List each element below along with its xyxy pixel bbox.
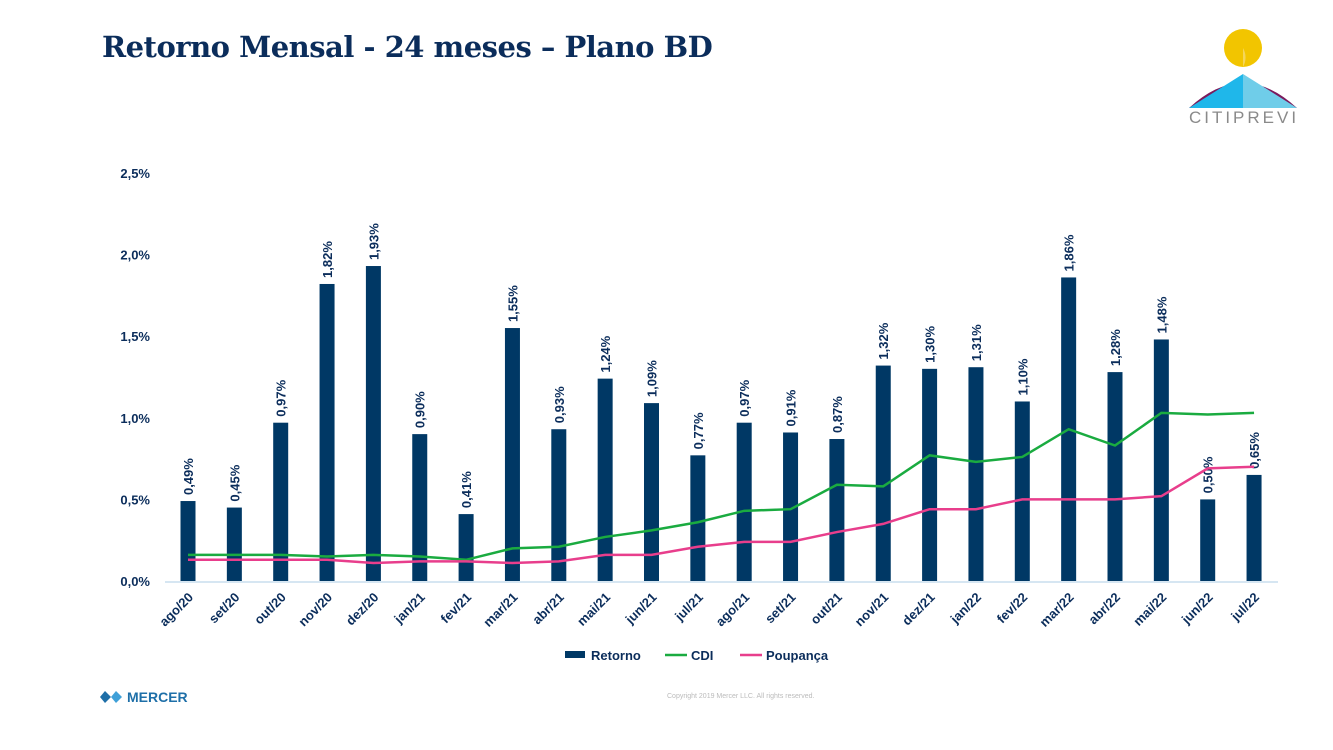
y-tick-label: 1,5%	[120, 329, 150, 344]
line-cdi	[188, 411, 1255, 562]
bar-data-label: 1,93%	[366, 223, 381, 260]
bar-retorno	[968, 367, 984, 581]
bar-data-label: 0,93%	[552, 386, 567, 423]
bar-data-label: 1,10%	[1015, 358, 1030, 395]
bar-retorno	[458, 514, 474, 581]
bar-retorno	[1153, 339, 1169, 581]
bar-data-label: 1,82%	[320, 241, 335, 278]
bar-data-label: 0,97%	[737, 379, 752, 416]
x-tick-label: jan/22	[947, 590, 984, 627]
citiprevi-logo: CITIPREVI	[1185, 28, 1303, 133]
bar-retorno	[1246, 474, 1262, 581]
x-tick-label: out/21	[807, 590, 845, 628]
bar-retorno	[412, 434, 428, 581]
line-poupanca	[188, 465, 1255, 565]
bar-retorno	[273, 422, 289, 581]
bar-retorno	[690, 455, 706, 581]
legend-label: Retorno	[591, 648, 641, 663]
bar-data-label: 1,86%	[1062, 234, 1077, 271]
bar-retorno	[736, 422, 752, 581]
x-tick-label: jun/22	[1178, 590, 1216, 628]
page-title: Retorno Mensal - 24 meses – Plano BD	[102, 30, 713, 64]
legend-label: Poupança	[766, 648, 829, 663]
bar-data-label: 0,65%	[1247, 432, 1262, 469]
legend-label: CDI	[691, 648, 713, 663]
bar-data-label: 0,90%	[413, 391, 428, 428]
bar-data-label: 1,24%	[598, 335, 613, 372]
bar-retorno	[226, 507, 242, 581]
bar-data-label: 1,30%	[923, 326, 938, 363]
x-tick-label: set/21	[762, 590, 799, 627]
bar-retorno	[829, 439, 845, 581]
bar-data-label: 0,97%	[274, 379, 289, 416]
bar-data-label: 0,77%	[691, 412, 706, 449]
bar-data-label: 1,48%	[1154, 296, 1169, 333]
x-tick-label: dez/21	[899, 590, 938, 629]
bar-retorno	[597, 378, 613, 581]
x-tick-label: mai/21	[574, 590, 613, 629]
x-tick-label: fev/22	[994, 590, 1031, 627]
x-tick-label: set/20	[206, 590, 243, 627]
bar-retorno	[875, 365, 891, 581]
x-tick-label: dez/20	[343, 590, 382, 629]
x-tick-label: fev/21	[438, 590, 475, 627]
y-tick-label: 1,0%	[120, 411, 150, 426]
bar-retorno	[1107, 372, 1123, 581]
bar-data-label: 1,28%	[1108, 329, 1123, 366]
y-tick-label: 2,5%	[120, 166, 150, 181]
bar-data-label: 1,32%	[876, 322, 891, 359]
mercer-logo-icon	[100, 691, 122, 703]
y-tick-label: 0,0%	[120, 574, 150, 589]
bar-data-label: 0,50%	[1201, 456, 1216, 493]
bar-data-label: 1,31%	[969, 324, 984, 361]
x-tick-label: jul/22	[1227, 590, 1262, 625]
y-tick-label: 2,0%	[120, 248, 150, 263]
logo-text: CITIPREVI	[1188, 108, 1300, 127]
logo-icon	[1189, 29, 1297, 108]
bar-data-label: 0,45%	[227, 464, 242, 501]
x-tick-label: mar/22	[1037, 590, 1077, 630]
bar-retorno	[504, 328, 520, 581]
x-tick-label: nov/20	[295, 590, 335, 630]
legend-swatch-0	[565, 651, 585, 658]
bar-retorno	[365, 266, 381, 581]
bar-retorno	[1200, 499, 1216, 581]
mercer-brand: MERCER	[100, 689, 188, 705]
bar-retorno	[922, 368, 938, 581]
x-tick-label: out/20	[251, 590, 289, 628]
x-tick-label: mai/22	[1130, 590, 1169, 629]
bar-data-label: 0,41%	[459, 471, 474, 508]
bar-retorno	[644, 403, 659, 581]
copyright: Copyright 2019 Mercer LLC. All rights re…	[667, 693, 815, 700]
x-tick-label: ago/20	[156, 590, 196, 630]
y-tick-label: 0,5%	[120, 492, 150, 507]
x-tick-label: jan/21	[390, 590, 427, 627]
bar-retorno	[551, 429, 567, 581]
x-tick-label: abr/21	[529, 590, 567, 628]
bar-data-label: 1,09%	[645, 360, 660, 397]
x-tick-label: jun/21	[622, 590, 660, 628]
x-tick-label: jul/21	[671, 590, 706, 625]
bar-retorno	[319, 283, 335, 581]
bar-data-label: 0,91%	[784, 389, 799, 426]
bar-data-label: 1,55%	[505, 285, 520, 322]
x-tick-label: ago/21	[713, 590, 753, 630]
bar-data-label: 0,49%	[181, 458, 196, 495]
x-tick-label: nov/21	[852, 590, 892, 630]
x-tick-label: mar/21	[480, 590, 520, 630]
bar-retorno	[180, 501, 196, 581]
x-tick-label: abr/22	[1085, 590, 1123, 628]
bar-retorno	[1014, 401, 1030, 581]
bar-data-label: 0,87%	[830, 396, 845, 433]
bar-retorno	[783, 432, 799, 581]
mercer-text: MERCER	[127, 689, 188, 705]
